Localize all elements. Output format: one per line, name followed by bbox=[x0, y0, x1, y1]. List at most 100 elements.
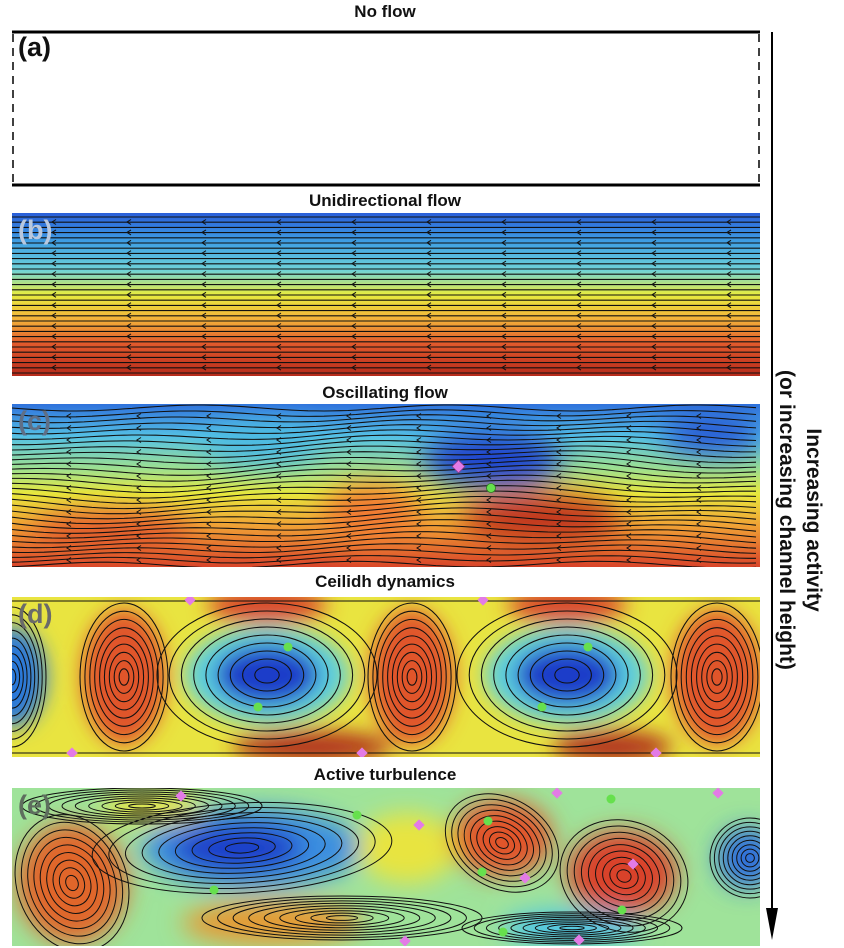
panel-c-label: (c) bbox=[18, 406, 51, 436]
vortex-loop bbox=[406, 668, 418, 686]
defect-plus-marker bbox=[486, 483, 496, 493]
flow-arrow-icon bbox=[66, 485, 72, 491]
vortex-loop bbox=[229, 650, 305, 700]
flow-arrow-icon bbox=[276, 343, 282, 350]
streamline bbox=[12, 495, 757, 515]
flow-arrow-icon bbox=[486, 473, 492, 479]
flow-arrow-icon bbox=[626, 449, 632, 455]
flow-arrow-icon bbox=[426, 364, 432, 371]
flow-arrow-icon bbox=[726, 250, 732, 257]
flow-arrow-icon bbox=[51, 239, 57, 246]
flow-arrow-icon bbox=[201, 323, 207, 329]
vortex-loop bbox=[65, 874, 79, 892]
flow-arrow-icon bbox=[126, 364, 132, 371]
flow-arrow-icon bbox=[501, 291, 507, 298]
flow-arrow-icon bbox=[696, 509, 702, 515]
vortex-loop bbox=[174, 827, 310, 869]
flow-arrow-icon bbox=[126, 302, 132, 309]
flow-arrow-icon bbox=[726, 312, 732, 319]
flow-arrow-icon bbox=[206, 413, 212, 419]
flow-arrow-icon bbox=[556, 485, 562, 491]
vortex-loop bbox=[542, 658, 592, 692]
flow-arrow-icon bbox=[696, 413, 702, 419]
defect-plus-marker bbox=[283, 642, 293, 652]
flow-arrow-icon bbox=[696, 521, 702, 527]
flow-arrow-icon bbox=[416, 497, 422, 503]
flow-arrow-icon bbox=[556, 509, 562, 515]
flow-arrow-icon bbox=[416, 425, 422, 431]
flow-arrow-icon bbox=[206, 473, 212, 479]
flow-arrow-icon bbox=[426, 323, 432, 329]
flow-arrow-icon bbox=[416, 533, 422, 539]
flow-arrow-icon bbox=[576, 323, 582, 329]
vortex-loop bbox=[141, 817, 343, 879]
flow-arrow-icon bbox=[201, 281, 207, 288]
flow-arrow-icon bbox=[346, 521, 352, 527]
flow-arrow-icon bbox=[66, 449, 72, 455]
flow-arrow-icon bbox=[576, 239, 582, 246]
flow-arrow-icon bbox=[696, 497, 702, 503]
flow-arrow-icon bbox=[696, 473, 702, 479]
flow-arrow-icon bbox=[696, 533, 702, 539]
flow-arrow-icon bbox=[276, 260, 282, 267]
panel-c: (c) bbox=[12, 404, 760, 567]
vortex-loop bbox=[709, 817, 760, 899]
flow-arrow-icon bbox=[276, 461, 282, 467]
flow-arrow-icon bbox=[276, 323, 282, 329]
flow-arrow-icon bbox=[726, 302, 732, 309]
flow-arrow-icon bbox=[351, 354, 357, 361]
vortex-loop bbox=[61, 793, 223, 819]
flow-arrow-icon bbox=[626, 485, 632, 491]
flow-arrow-icon bbox=[651, 343, 657, 350]
vortex-loop bbox=[377, 618, 447, 736]
panel-e-title: Active turbulence bbox=[313, 765, 457, 784]
flow-arrow-icon bbox=[426, 219, 432, 225]
flow-arrow-icon bbox=[651, 271, 657, 277]
flow-arrow-icon bbox=[651, 323, 657, 329]
flow-arrow-icon bbox=[136, 509, 142, 515]
flow-arrow-icon bbox=[126, 250, 132, 257]
vortex-loop bbox=[79, 602, 169, 752]
vortex-loop bbox=[444, 793, 560, 893]
vortex-loop bbox=[736, 844, 760, 872]
vortex-loop bbox=[113, 660, 135, 694]
vortex-loop bbox=[498, 916, 646, 940]
flow-arrow-icon bbox=[351, 302, 357, 309]
vortex-loop bbox=[675, 610, 759, 744]
defect-minus-marker bbox=[650, 747, 662, 757]
flow-arrow-icon bbox=[206, 485, 212, 491]
streamline bbox=[12, 507, 757, 525]
flow-arrow-icon bbox=[276, 533, 282, 539]
vortex-loop bbox=[91, 801, 393, 895]
flow-arrow-icon bbox=[66, 497, 72, 503]
flow-arrow-icon bbox=[416, 473, 422, 479]
vortex-loop bbox=[180, 618, 354, 732]
flow-arrow-icon bbox=[726, 219, 732, 225]
flow-arrow-icon bbox=[346, 557, 352, 563]
flow-arrow-icon bbox=[556, 461, 562, 467]
flow-arrow-icon bbox=[626, 497, 632, 503]
vortex-loop bbox=[510, 918, 634, 938]
vortex-loop bbox=[12, 622, 39, 732]
flow-arrow-icon bbox=[576, 250, 582, 257]
flow-arrow-icon bbox=[576, 333, 582, 340]
vortex-loop bbox=[158, 822, 326, 874]
vortex-loop bbox=[382, 627, 442, 727]
vortex-loop bbox=[12, 606, 47, 748]
flow-arrow-icon bbox=[416, 449, 422, 455]
flow-arrow-icon bbox=[51, 354, 57, 361]
vortex-loop bbox=[21, 788, 263, 825]
vortex-loop bbox=[27, 829, 117, 937]
flow-arrow-icon bbox=[346, 509, 352, 515]
flow-arrow-icon bbox=[486, 533, 492, 539]
streamline bbox=[12, 424, 757, 435]
flow-arrow-icon bbox=[276, 302, 282, 309]
panel-a: (a) bbox=[12, 30, 760, 187]
flow-arrow-icon bbox=[206, 557, 212, 563]
flow-arrow-icon bbox=[351, 323, 357, 329]
flow-arrow-icon bbox=[626, 509, 632, 515]
defect-minus-marker bbox=[356, 747, 368, 757]
flow-arrow-icon bbox=[136, 413, 142, 419]
flow-arrow-icon bbox=[651, 333, 657, 340]
flow-arrow-icon bbox=[66, 437, 72, 443]
